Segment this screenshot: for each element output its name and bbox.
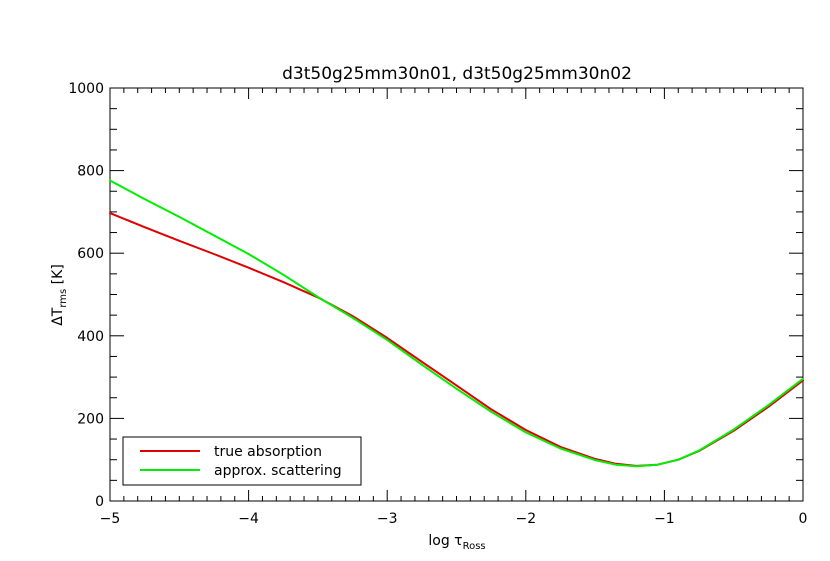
x-tick-label: −3 <box>377 511 398 527</box>
x-tick-labels: −5 −4 −3 −2 −1 0 <box>100 511 808 527</box>
y-axis-label-suffix: [K] <box>50 264 66 289</box>
x-axis-label-symbol: τ <box>454 533 462 549</box>
x-axis-label: log τRoss <box>428 533 485 552</box>
axis-ticks <box>109 87 804 502</box>
y-tick-label: 0 <box>95 494 104 510</box>
x-axis-label-prefix: log <box>428 533 454 549</box>
y-tick-label: 600 <box>77 246 104 262</box>
y-tick-label: 800 <box>77 164 104 180</box>
series-line-approx-scattering <box>109 179 804 468</box>
x-tick-label: −1 <box>654 511 675 527</box>
x-axis-label-subscript: Ross <box>463 541 486 552</box>
y-axis-label: ΔTrms [K] <box>50 264 69 326</box>
y-tick-labels: 0 200 400 600 800 1000 <box>68 81 104 510</box>
legend-box <box>122 436 362 486</box>
legend: true absorption approx. scattering <box>122 436 362 486</box>
x-tick-label: 0 <box>799 511 808 527</box>
legend-label-true-absorption: true absorption <box>214 444 322 460</box>
y-axis-label-prefix: ΔT <box>50 307 66 326</box>
chart-title: d3t50g25mm30n01, d3t50g25mm30n02 <box>282 64 632 84</box>
series-lines <box>109 179 804 468</box>
y-tick-label: 400 <box>77 329 104 345</box>
y-tick-label: 200 <box>77 411 104 427</box>
x-tick-label: −5 <box>100 511 121 527</box>
x-tick-label: −2 <box>515 511 536 527</box>
legend-label-approx-scattering: approx. scattering <box>214 463 342 479</box>
x-tick-label: −4 <box>238 511 259 527</box>
y-tick-label: 1000 <box>68 81 104 97</box>
y-axis-label-subscript: rms <box>58 289 69 308</box>
